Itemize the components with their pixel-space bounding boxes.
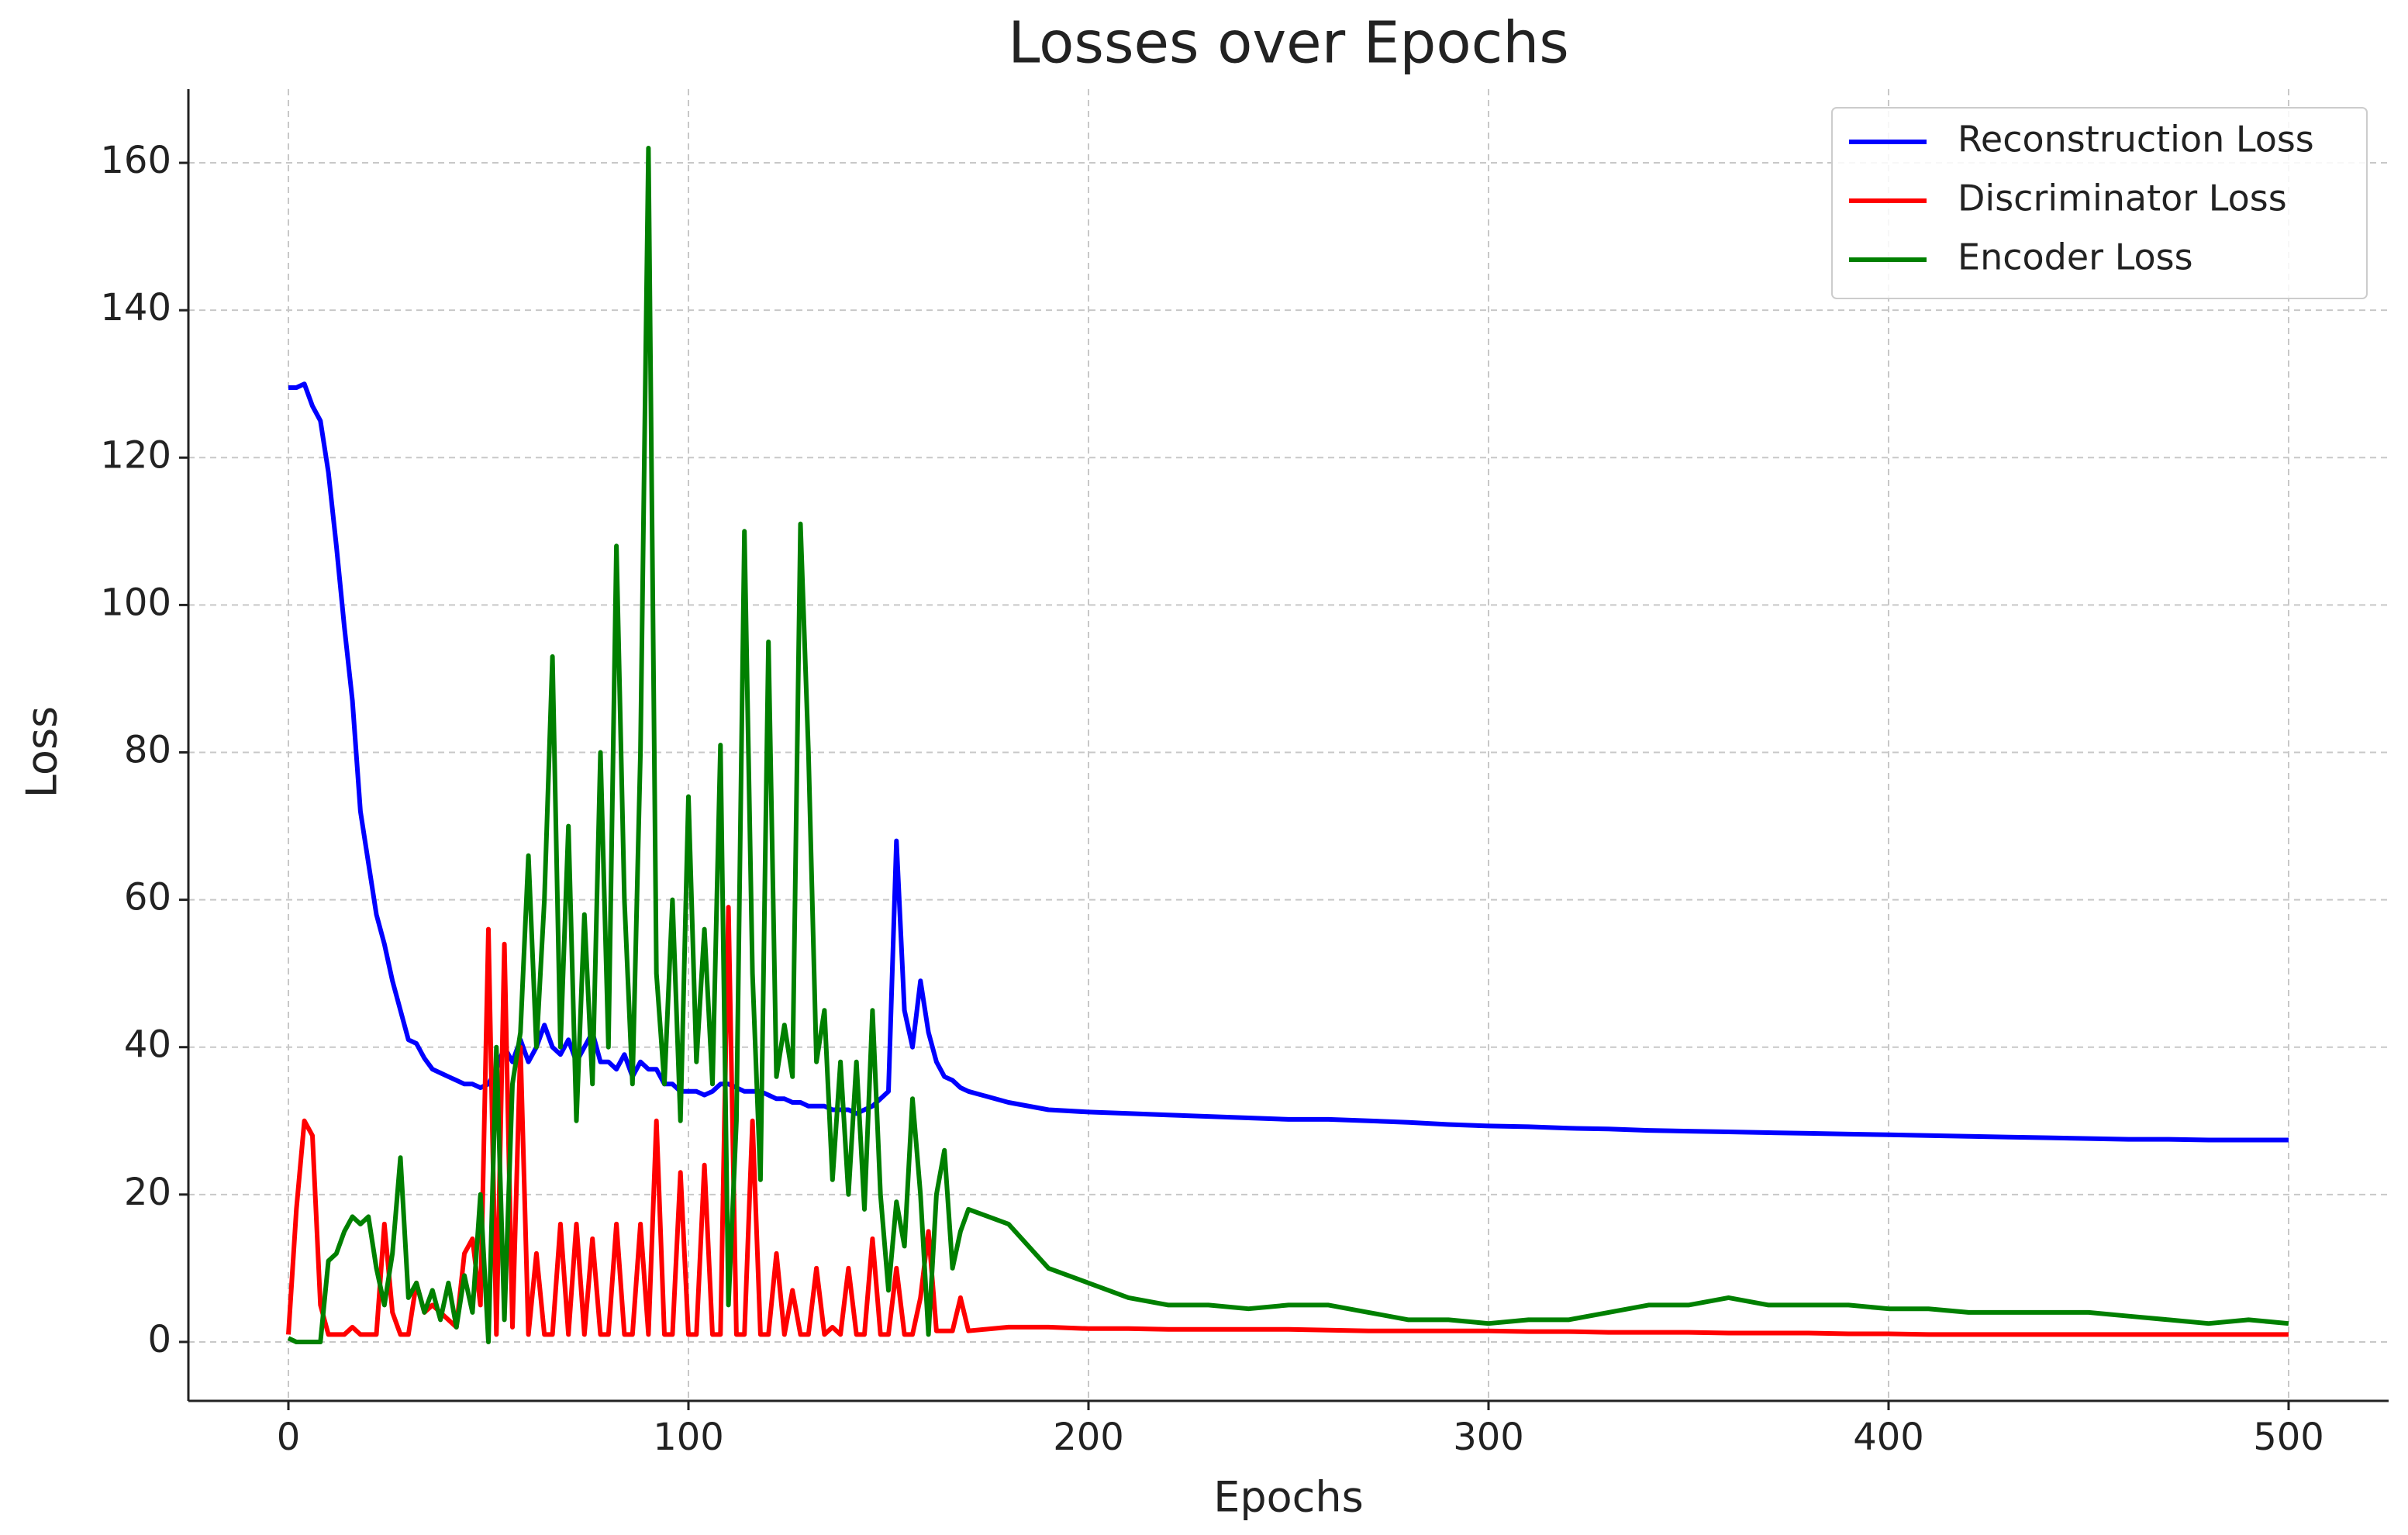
x-tick-label: 500 [2253, 1416, 2324, 1459]
x-axis-label: Epochs [1213, 1473, 1363, 1522]
y-tick-label: 80 [124, 729, 171, 772]
x-tick-label: 200 [1053, 1416, 1124, 1459]
x-tick-label: 300 [1453, 1416, 1524, 1459]
y-tick-label: 160 [100, 139, 171, 182]
y-tick-label: 140 [100, 286, 171, 329]
y-tick-label: 20 [124, 1171, 171, 1214]
chart-title: Losses over Epochs [1008, 10, 1569, 77]
x-tick-label: 0 [277, 1416, 301, 1459]
y-tick-label: 40 [124, 1023, 171, 1067]
legend-label: Discriminator Loss [1958, 178, 2287, 219]
y-tick-label: 0 [147, 1318, 171, 1361]
y-tick-label: 60 [124, 876, 171, 919]
legend-box [1831, 107, 2368, 299]
y-tick-label: 120 [100, 433, 171, 477]
line-series [287, 146, 2289, 1344]
y-tick-label: 100 [100, 581, 171, 624]
y-axis-label: Loss [18, 706, 67, 798]
x-tick-label: 100 [653, 1416, 724, 1459]
legend-label: Reconstruction Loss [1958, 119, 2314, 160]
line-series [286, 905, 2289, 1337]
x-tick-label: 400 [1853, 1416, 1924, 1459]
legend-label: Encoder Loss [1958, 236, 2193, 278]
